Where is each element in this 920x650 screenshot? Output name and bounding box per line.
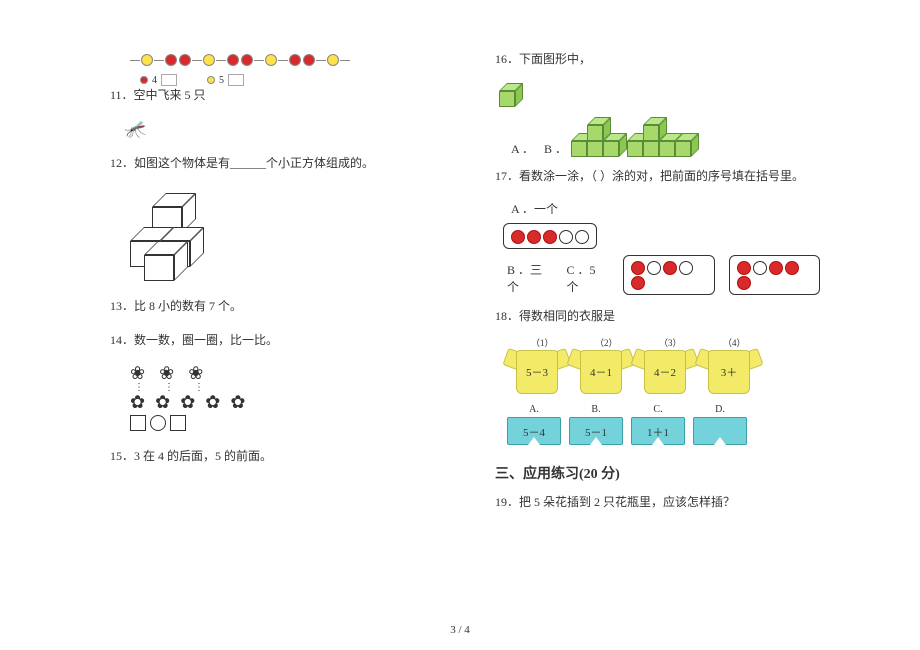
q17-label-c: C ．5 个 (567, 261, 610, 295)
compare-box-left (130, 415, 146, 431)
q16-label-a: A ． (511, 140, 534, 157)
shirt-1: （1）5－3 (507, 340, 567, 396)
green-structure-1 (571, 117, 619, 157)
q18-text: 18．得数相同的衣服是 (495, 307, 820, 326)
q11-text: 11．空中飞来 5 只 (110, 86, 435, 105)
q12-text: 12．如图这个物体是有______个小正方体组成的。 (110, 154, 435, 173)
q19-text: 19．把 5 朵花插到 2 只花瓶里，应该怎样插？ (495, 493, 820, 512)
leaf-icon: ✿ (180, 393, 195, 411)
flower-icon: ❀ (159, 364, 174, 382)
q14-compare (130, 415, 435, 431)
q17-option-c (729, 255, 820, 296)
q16-options: A ． B ． (495, 117, 820, 157)
q11-icon: 🦟 (124, 119, 435, 140)
q14-dots: ⋮ ⋮ ⋮ (134, 382, 435, 393)
leaf-icon: ✿ (230, 393, 245, 411)
legend-red-box (161, 74, 177, 86)
flower-icon: ❀ (130, 364, 145, 382)
q16-label-b: B ． (544, 140, 567, 157)
legend-red-num: 4 (152, 75, 157, 86)
q17-option-b (623, 255, 714, 296)
flower-icon: ❀ (188, 364, 203, 382)
q17-text: 17．看数涂一涂，（ ）涂的对，把前面的序号填在括号里。 (495, 167, 820, 186)
shorts-d: D. (693, 404, 747, 445)
shirt-4: （4）3＋ (699, 340, 759, 396)
shorts-a: A.5－4 (507, 404, 561, 445)
q12-cubes (130, 193, 220, 293)
shorts-c: C.1＋1 (631, 404, 685, 445)
q17-label-b: B ．三个 (507, 261, 553, 295)
q16-figure (499, 83, 820, 111)
leaf-icon: ✿ (205, 393, 220, 411)
legend-red-dot (140, 76, 148, 84)
q14-text: 14．数一数，圈一圈，比一比。 (110, 331, 435, 350)
shirt-2: （2）4－1 (571, 340, 631, 396)
compare-circle (150, 415, 166, 431)
page-number: 3 / 4 (450, 624, 470, 636)
shorts-b: B.5－1 (569, 404, 623, 445)
q14-flowers: ❀ ❀ ❀ (130, 364, 435, 382)
legend-yellow-num: 5 (219, 75, 224, 86)
q17-label-a: A ．一个 (511, 200, 820, 217)
q16-text: 16．下面图形中， (495, 50, 820, 69)
q13-text: 13．比 8 小的数有 7 个。 (110, 297, 435, 316)
q17-option-a (503, 223, 597, 248)
leaf-icon: ✿ (155, 393, 170, 411)
shirt-3: （3）4－2 (635, 340, 695, 396)
green-structure-2 (627, 117, 697, 157)
q15-text: 15．3 在 4 的后面，5 的前面。 (110, 447, 435, 466)
beads-legend: 4 5 (140, 74, 435, 86)
section3-title: 三、应用练习(20 分) (495, 463, 820, 483)
q14-leaves: ✿ ✿ ✿ ✿ ✿ (130, 393, 435, 411)
q18-shorts: A.5－4 B.5－1 C.1＋1 D. (507, 404, 820, 445)
green-cube-icon (499, 83, 519, 107)
compare-box-right (170, 415, 186, 431)
legend-yellow-dot (207, 76, 215, 84)
leaf-icon: ✿ (130, 393, 145, 411)
beads-row (130, 54, 435, 66)
legend-yellow-box (228, 74, 244, 86)
q18-shirts: （1）5－3 （2）4－1 （3）4－2 （4）3＋ (507, 340, 820, 396)
